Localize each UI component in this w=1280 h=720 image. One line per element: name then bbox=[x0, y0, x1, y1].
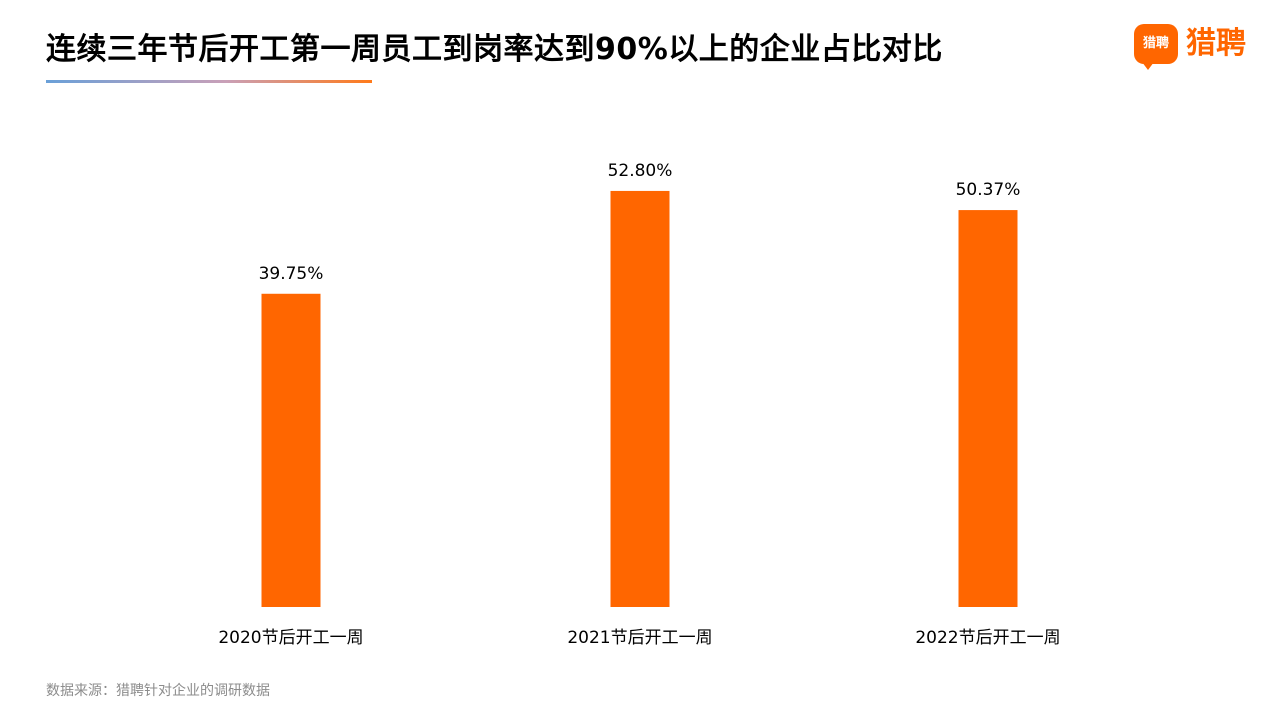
data-label-3: 50.37% bbox=[956, 180, 1021, 200]
liepin-logo-icon: 猎聘 bbox=[1134, 24, 1178, 70]
logo-brand-text: 猎聘 bbox=[1186, 26, 1246, 61]
bar-2 bbox=[610, 190, 670, 607]
logo-badge-text: 猎聘 bbox=[1142, 36, 1169, 51]
title-underline bbox=[46, 80, 372, 83]
category-label-3: 2022节后开工一周 bbox=[915, 628, 1060, 648]
category-label-2: 2021节后开工一周 bbox=[567, 628, 712, 648]
logo-badge-tail bbox=[1142, 62, 1154, 70]
data-label-2: 52.80% bbox=[608, 161, 673, 181]
category-label-1: 2020节后开工一周 bbox=[218, 628, 363, 648]
page-title: 连续三年节后开工第一周员工到岗率达到90%以上的企业占比对比 bbox=[46, 32, 943, 67]
bar-1 bbox=[261, 293, 321, 607]
data-source-note: 数据来源：猎聘针对企业的调研数据 bbox=[46, 683, 270, 699]
data-label-1: 39.75% bbox=[259, 264, 324, 284]
brand-logo: 猎聘 猎聘 bbox=[1134, 22, 1254, 70]
bar-3 bbox=[958, 210, 1018, 607]
